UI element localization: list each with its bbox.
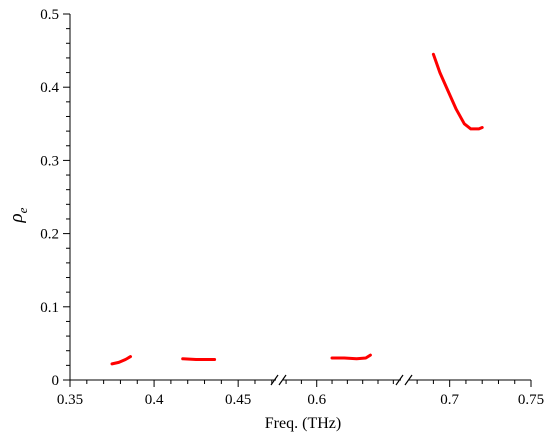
y-tick-label: 0 [52, 373, 60, 389]
y-tick-label: 0.5 [40, 7, 59, 23]
series-line [330, 353, 372, 361]
x-tick-label: 0.4 [145, 392, 164, 408]
series-line [110, 355, 132, 366]
y-axis-symbol: ρ [6, 213, 27, 223]
series-layer [110, 52, 484, 366]
x-tick-label: 0.75 [518, 392, 544, 408]
x-tick-label: 0.35 [57, 392, 83, 408]
y-tick-label: 0.1 [40, 300, 59, 316]
y-axis-subscript: e [15, 207, 30, 213]
series-line [181, 357, 217, 361]
y-tick-label: 0.2 [40, 227, 59, 243]
x-tick-label: 0.45 [225, 392, 251, 408]
x-tick-label: 0.7 [440, 392, 459, 408]
y-tick-label: 0.4 [40, 80, 59, 96]
x-axis-title: Freq. (THz) [265, 415, 341, 432]
axes: 0 0.1 0.2 0.3 0.4 0.5 0.35 0.4 0.45 0.6 0.7 0.75 [40, 7, 544, 408]
series-line [431, 52, 484, 131]
y-axis-title: ρe [6, 207, 30, 223]
x-tick-label: 0.6 [307, 392, 326, 408]
axis-break-mark [404, 374, 413, 386]
axis-break-mark [278, 374, 287, 386]
axis-break-mark [395, 374, 404, 386]
y-tick-label: 0.3 [40, 153, 59, 169]
svg-text:ρe: ρe [6, 207, 30, 223]
